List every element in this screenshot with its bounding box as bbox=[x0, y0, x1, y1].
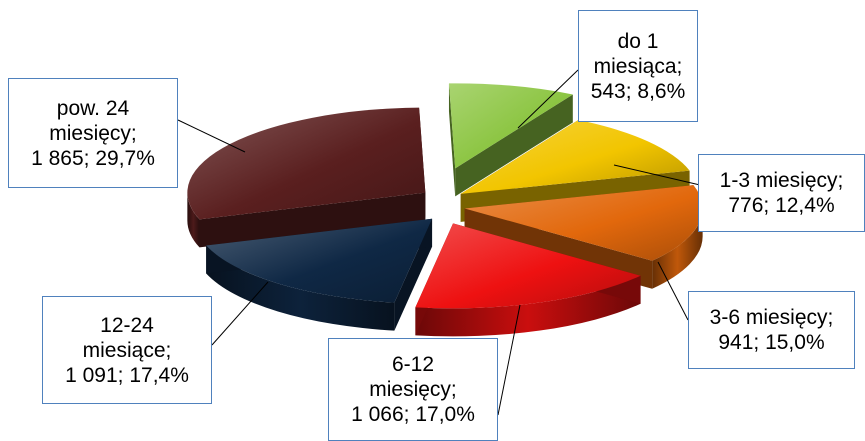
data-label-line: do 1 bbox=[617, 29, 659, 53]
data-label-line: 1 066; 17,0% bbox=[351, 403, 475, 426]
data-label-line: 776; 12,4% bbox=[728, 194, 835, 217]
data-label-do-1-miesiaca: do 1 miesiąca; 543; 8,6% bbox=[578, 10, 698, 122]
slice-top-12-24-miesiace bbox=[206, 218, 433, 303]
slice-6-12-miesiecy bbox=[415, 223, 641, 337]
data-label-line: pow. 24 bbox=[56, 96, 130, 120]
leader-line-pow-24-miesiecy bbox=[177, 119, 246, 153]
slice-top-3-6-miesiecy bbox=[464, 185, 703, 261]
slice-side-12-24-miesiace bbox=[206, 245, 395, 331]
data-label-line: 3-6 miesięcy; bbox=[709, 306, 834, 329]
slice-wall-do-1-miesiaca-0 bbox=[448, 83, 456, 197]
leader-lines bbox=[177, 69, 701, 416]
slice-top-6-12-miesiecy bbox=[415, 223, 641, 309]
data-label-line: 1 091; 17,4% bbox=[65, 363, 189, 387]
slice-side-pow-24-miesiecy bbox=[187, 192, 200, 248]
data-label-line: 6-12 bbox=[391, 353, 435, 376]
leader-line-3-6-miesiecy bbox=[657, 261, 689, 321]
slice-top-1-3-miesiecy bbox=[460, 119, 690, 194]
data-label-line: 1 865; 29,7% bbox=[31, 146, 155, 170]
slice-top-pow-24-miesiecy bbox=[187, 107, 426, 220]
slice-12-24-miesiace bbox=[206, 218, 433, 331]
leader-line-6-12-miesiecy bbox=[497, 304, 521, 416]
data-label-6-12-miesiecy: 6-12 miesięcy; 1 066; 17,0% bbox=[328, 338, 498, 441]
data-label-12-24-miesiace: 12-24 miesiące; 1 091; 17,4% bbox=[42, 296, 212, 404]
slice-wall-do-1-miesiaca-1 bbox=[455, 94, 573, 197]
leader-line-do-1-miesiaca bbox=[517, 69, 579, 129]
pie-slices bbox=[187, 83, 703, 337]
leader-line-12-24-miesiace bbox=[211, 281, 269, 346]
slice-wall-pow-24-miesiecy-0 bbox=[199, 192, 426, 248]
slice-pow-24-miesiecy bbox=[187, 107, 426, 248]
data-label-line: 12-24 bbox=[100, 313, 154, 337]
data-label-line: miesięcy; bbox=[49, 121, 137, 145]
slice-side-3-6-miesiecy bbox=[652, 208, 703, 289]
data-label-pow-24-miesiecy: pow. 24 miesięcy; 1 865; 29,7% bbox=[8, 78, 178, 188]
leader-line-1-3-miesiecy bbox=[613, 164, 701, 186]
data-label-line: miesiące; bbox=[82, 338, 172, 362]
data-label-line: 543; 8,6% bbox=[590, 79, 686, 103]
data-label-line: miesięcy; bbox=[369, 378, 457, 401]
slice-side-6-12-miesiecy bbox=[415, 275, 641, 337]
data-label-line: miesiąca; bbox=[593, 54, 683, 78]
data-label-line: 941; 15,0% bbox=[718, 331, 825, 354]
data-label-line: 1-3 miesięcy; bbox=[719, 169, 844, 192]
data-label-3-6-miesiecy: 3-6 miesięcy; 941; 15,0% bbox=[688, 291, 855, 369]
data-label-1-3-miesiecy: 1-3 miesięcy; 776; 12,4% bbox=[698, 154, 865, 232]
